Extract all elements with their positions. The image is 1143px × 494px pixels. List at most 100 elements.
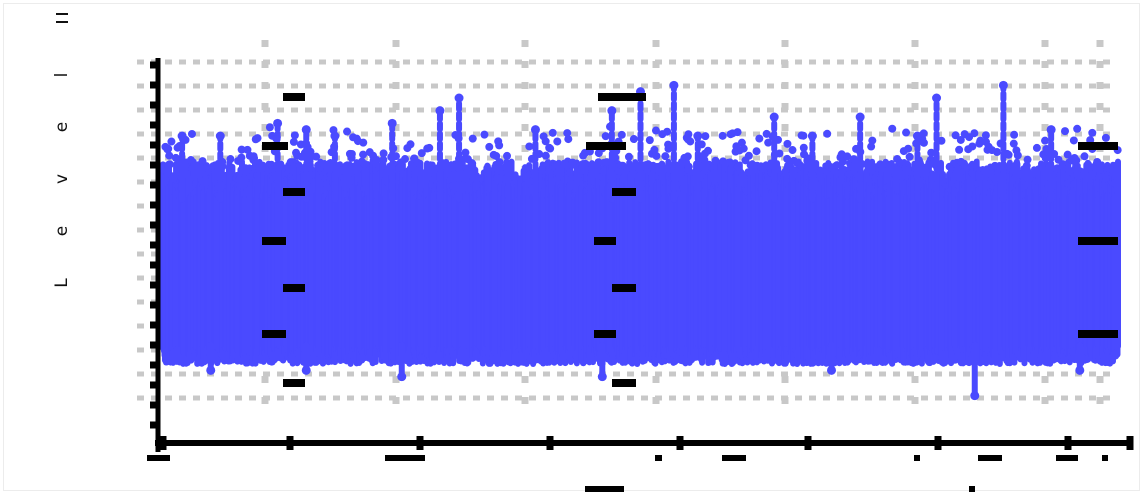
data-point [788,146,797,155]
data-point [249,152,258,161]
data-point [164,144,173,153]
data-point [1013,151,1022,160]
data-point [265,123,274,132]
axes [147,58,1134,492]
data-point [347,150,356,159]
data-point [198,157,207,166]
data-point [312,152,321,161]
data-point [1023,155,1032,164]
data-point [783,139,792,148]
data-point [492,152,501,161]
data-point [762,129,771,138]
data-point [645,136,654,145]
data-point [650,145,659,154]
dip-point [970,391,980,401]
data-point [563,129,572,138]
dip-point [206,365,216,375]
data-point [495,141,504,150]
data-point [629,135,638,144]
peak-point [301,125,311,135]
data-point [661,152,670,161]
data-point [165,151,174,160]
data-point [1101,133,1110,142]
peak-point [693,131,703,141]
y-axis-label-char: e [52,226,72,236]
peak-point [932,93,942,103]
data-point [480,130,489,139]
dip-point [827,365,836,375]
data-point [1072,156,1081,165]
data-point [823,129,832,138]
data-point [868,136,877,145]
data-point [905,152,914,161]
data-point [764,138,773,147]
y-axis-label-char: v [52,174,72,184]
data-point [406,140,415,149]
data-point [541,151,550,160]
data-point [968,142,977,151]
data-point [359,150,368,159]
data-point [253,134,262,143]
data-point [970,129,979,138]
data-point [733,128,742,137]
data-point [686,137,695,146]
peak-point [215,131,225,141]
data-point [167,137,176,146]
data-point [799,143,808,152]
data-point [718,131,727,140]
peak-point [912,131,922,141]
data-point [703,146,712,155]
data-point [165,160,174,169]
data-point [1080,152,1089,161]
data-point [955,145,964,154]
data-point [799,131,808,140]
data-point [1041,136,1050,145]
y-axis-label-char: L [52,278,72,288]
data-point [951,131,960,140]
data-point [651,126,660,135]
data-point [652,151,661,160]
data-point [548,128,557,137]
data-point [927,148,936,157]
data-point [289,137,298,146]
data-point [425,143,434,152]
data-point [1073,124,1082,133]
data-point [417,149,426,158]
data-point [541,137,550,146]
peak-point [530,125,540,135]
data-point [468,134,477,143]
data-point [684,162,693,171]
data-point [187,129,196,138]
data-point [739,144,748,153]
data-point [617,130,626,139]
peak-point [855,112,865,122]
peak-point [807,131,817,141]
data-point [843,152,852,161]
data-point [624,152,633,161]
data-point [902,128,911,137]
peak-point [273,118,283,128]
peak-point [330,131,340,141]
data-point [711,156,720,165]
data-point [1004,150,1013,159]
data-point [359,138,368,147]
dip-point [597,372,607,382]
data-point [503,151,512,160]
data-point [1010,130,1019,139]
peak-point [454,93,464,103]
y-axis-label: Le v e l [52,13,72,288]
data-point [495,158,504,167]
data-point [343,127,352,136]
data-point [618,161,627,170]
data-point [1063,150,1072,159]
data-point [755,134,764,143]
peak-point [177,131,187,141]
data-point [1069,136,1078,145]
data-point [171,153,180,162]
data-point [783,154,792,163]
data-point [775,149,784,158]
data-point [379,149,388,158]
data-point [664,144,673,153]
peak-point [669,80,679,90]
data-points [160,80,1122,401]
